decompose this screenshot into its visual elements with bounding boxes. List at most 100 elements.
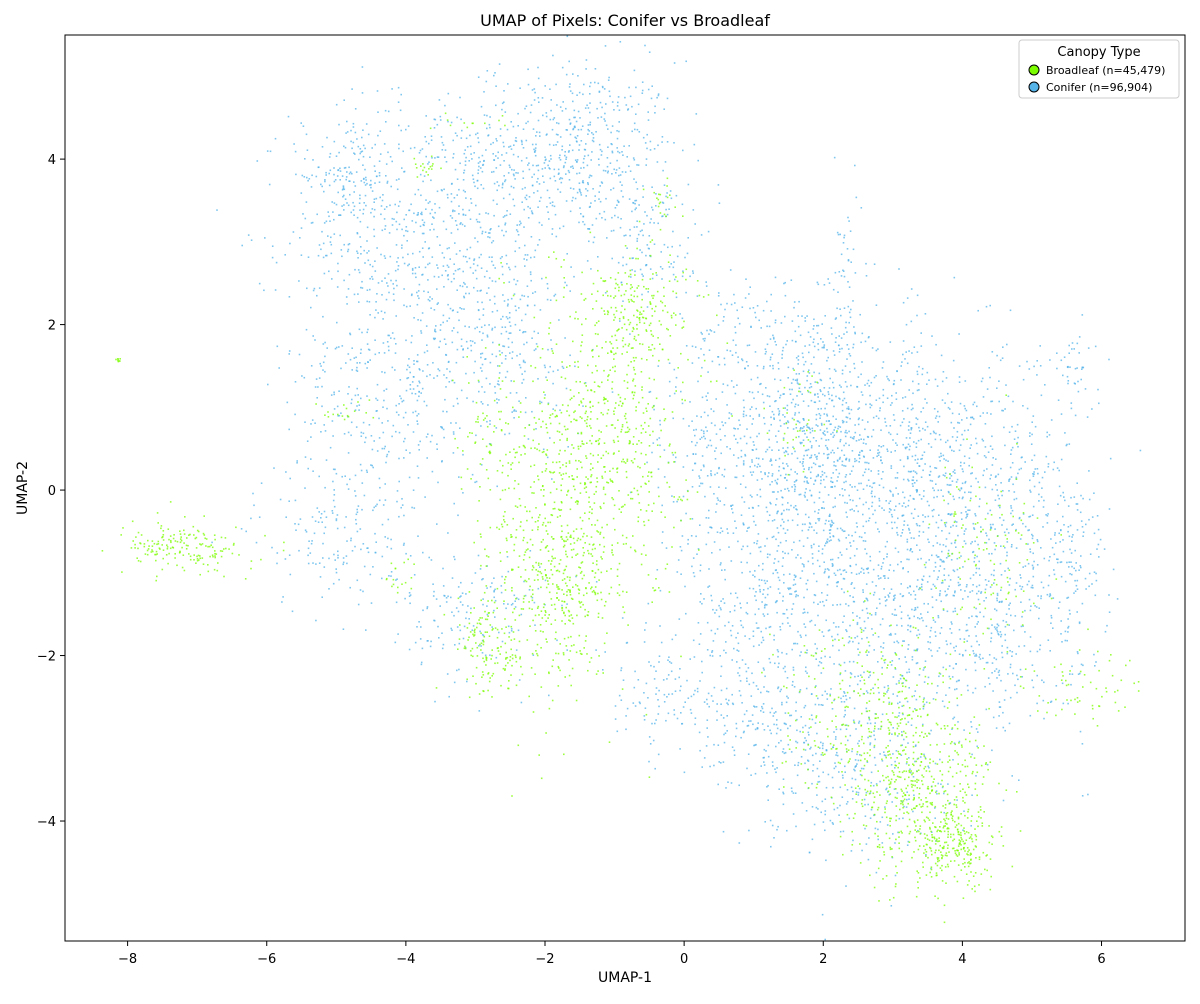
- data-point: [768, 657, 771, 660]
- data-point: [1046, 522, 1049, 524]
- data-point: [1013, 491, 1016, 493]
- data-point: [754, 613, 756, 616]
- data-point: [360, 246, 362, 248]
- data-point: [928, 575, 931, 578]
- data-point: [916, 758, 919, 760]
- data-point: [1000, 467, 1002, 470]
- data-point: [920, 438, 922, 441]
- data-point: [892, 599, 895, 601]
- data-point: [954, 520, 956, 523]
- data-point: [924, 660, 927, 662]
- data-point: [788, 588, 790, 591]
- data-point: [636, 128, 639, 131]
- data-point: [497, 225, 500, 228]
- data-point: [826, 568, 829, 570]
- data-point: [964, 590, 966, 592]
- data-point: [703, 340, 706, 342]
- data-point: [468, 326, 470, 328]
- data-point: [977, 731, 979, 733]
- data-point: [807, 391, 810, 393]
- data-point: [877, 417, 880, 420]
- data-point: [312, 335, 314, 337]
- data-point: [934, 378, 937, 381]
- data-point: [942, 544, 945, 546]
- data-point: [508, 281, 511, 283]
- data-point: [387, 285, 389, 287]
- data-point: [996, 623, 999, 625]
- data-point: [982, 474, 984, 477]
- data-point: [852, 499, 854, 502]
- data-point: [1002, 409, 1004, 412]
- data-point: [333, 218, 335, 221]
- data-point: [348, 180, 350, 182]
- data-point: [938, 415, 941, 418]
- data-point: [845, 629, 847, 631]
- data-point: [530, 210, 533, 212]
- data-point: [833, 429, 835, 431]
- data-point: [374, 339, 376, 341]
- data-point: [914, 508, 916, 510]
- data-point: [814, 480, 817, 482]
- data-point: [569, 290, 571, 292]
- data-point: [1046, 593, 1049, 596]
- data-point: [315, 619, 317, 622]
- data-point: [414, 641, 417, 644]
- data-point: [808, 734, 810, 736]
- data-point: [795, 595, 797, 598]
- data-point: [321, 185, 323, 188]
- data-point: [504, 180, 506, 183]
- data-point: [390, 185, 392, 188]
- data-point: [818, 545, 820, 547]
- data-point: [368, 349, 371, 351]
- data-point: [391, 160, 393, 163]
- data-point: [995, 668, 998, 670]
- data-point: [804, 523, 806, 526]
- data-point: [1029, 636, 1032, 638]
- data-point: [289, 242, 291, 245]
- data-point: [531, 89, 534, 91]
- data-point: [864, 548, 866, 550]
- data-point: [871, 495, 873, 498]
- data-point: [487, 232, 490, 234]
- data-point: [485, 80, 488, 83]
- data-point: [893, 569, 895, 572]
- data-point: [851, 486, 853, 488]
- data-point: [1032, 686, 1035, 689]
- data-point: [350, 434, 352, 437]
- data-point: [920, 586, 923, 588]
- data-point: [714, 612, 716, 614]
- data-point: [611, 101, 614, 103]
- data-point: [784, 670, 787, 673]
- data-point: [506, 370, 509, 373]
- data-point: [933, 570, 935, 572]
- data-point: [1011, 655, 1013, 657]
- data-point: [481, 403, 484, 405]
- data-point: [610, 131, 612, 134]
- data-point: [958, 449, 961, 452]
- data-point: [781, 518, 784, 521]
- data-point: [938, 434, 941, 436]
- data-point: [804, 670, 807, 673]
- data-point: [942, 609, 945, 611]
- data-point: [978, 656, 981, 658]
- data-point: [778, 469, 780, 472]
- data-point: [761, 568, 764, 571]
- data-point: [466, 248, 468, 251]
- data-point: [490, 228, 492, 230]
- data-point: [865, 607, 868, 610]
- data-point: [997, 624, 1000, 627]
- data-point: [397, 268, 399, 271]
- data-point: [492, 264, 495, 266]
- data-point: [339, 167, 341, 170]
- data-point: [779, 541, 782, 544]
- data-point: [993, 657, 996, 659]
- data-point: [964, 542, 967, 545]
- data-point: [256, 160, 259, 162]
- data-point: [831, 394, 833, 397]
- data-point: [375, 197, 378, 200]
- data-point: [568, 150, 570, 152]
- data-point: [850, 673, 853, 675]
- data-point: [537, 244, 539, 246]
- data-point: [486, 605, 488, 607]
- data-point: [1067, 505, 1070, 507]
